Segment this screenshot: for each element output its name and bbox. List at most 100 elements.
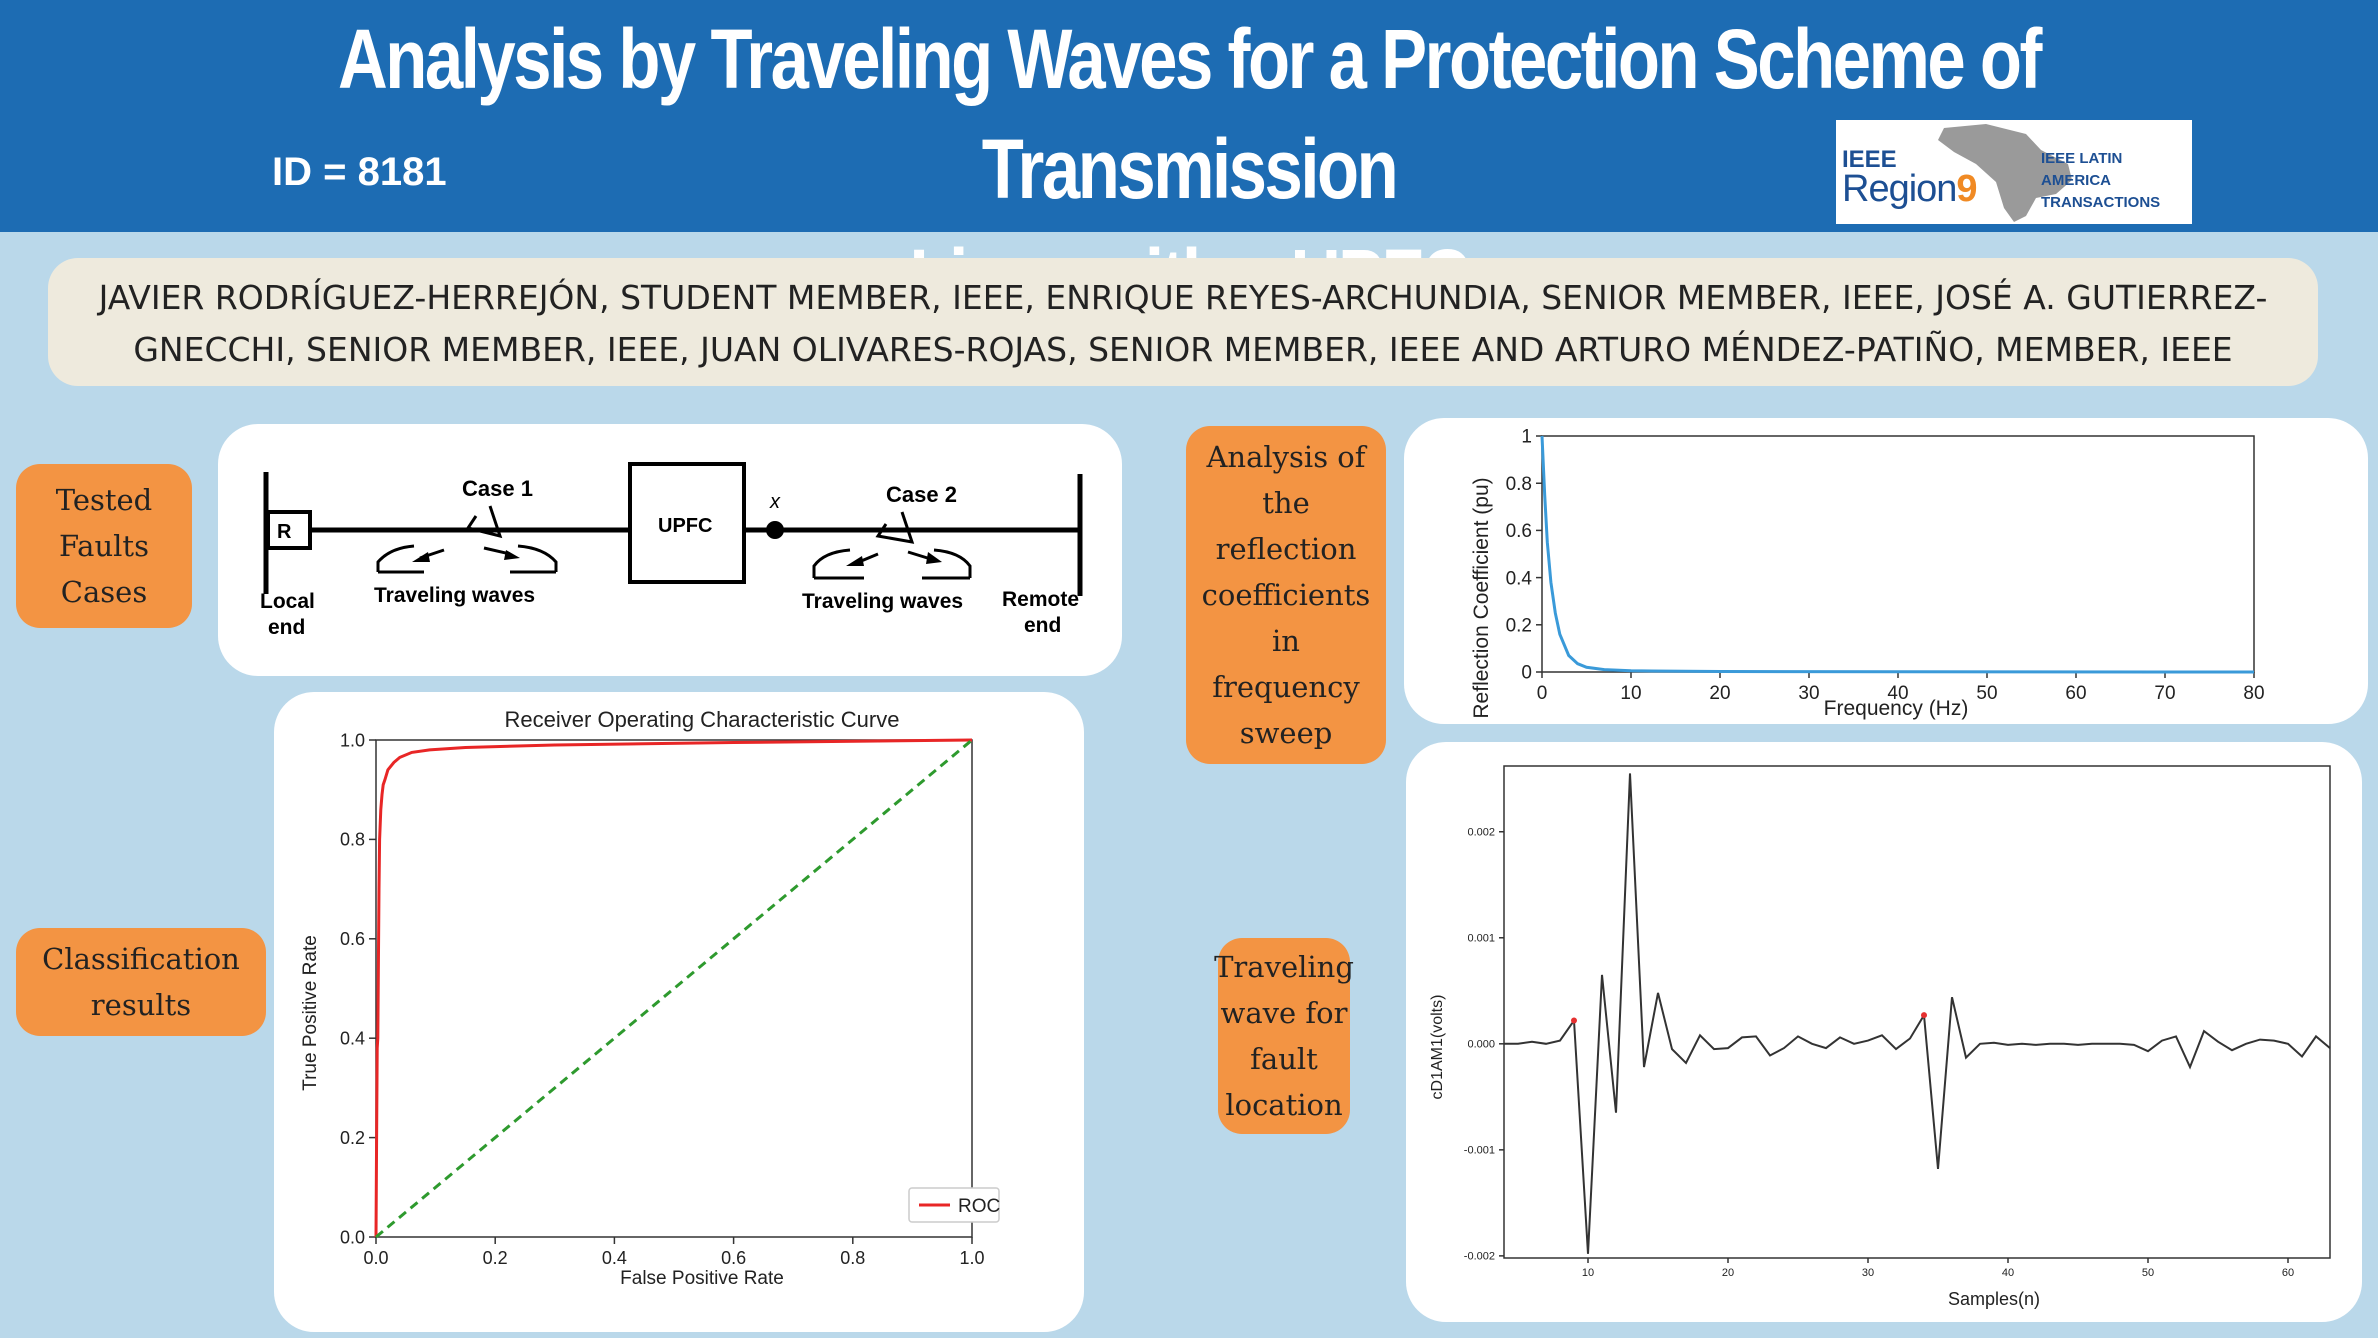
traveling-x-axis-label: Samples(n) — [1948, 1289, 2040, 1309]
roc-x-axis-label: False Positive Rate — [620, 1268, 784, 1289]
roc-frame — [375, 739, 973, 1238]
case2-label: Case 2 — [886, 482, 957, 507]
roc-chart-card: Receiver Operating Characteristic Curve … — [274, 692, 1084, 1332]
paper-id: ID = 8181 — [272, 150, 447, 194]
roc-x-tick-label: 0.0 — [363, 1248, 388, 1268]
reflection-chart: Frequency (Hz) Reflection Coefficient (p… — [1470, 427, 2265, 720]
ieee-region9-logo: IEEE Region9 IEEE LATIN AMERICA TRANSACT… — [1836, 120, 2192, 224]
reflection-y-tick-label: 0.4 — [1506, 568, 1533, 589]
roc-chart: Receiver Operating Characteristic Curve … — [300, 707, 1000, 1289]
reflection-y-tick-label: 0.8 — [1506, 474, 1532, 495]
arrow-right-icon-2 — [926, 552, 942, 564]
reflection-x-tick-label: 30 — [1798, 683, 1819, 704]
traveling-frame — [1503, 765, 2331, 1259]
logo-journal-line-2: TRANSACTIONS — [2041, 194, 2161, 211]
reflection-y-tick-label: 0.6 — [1506, 521, 1532, 542]
roc-y-tick-label: 0.8 — [340, 830, 365, 850]
reflection-y-tick-label: 1 — [1521, 427, 1532, 448]
reflection-x-tick-label: 10 — [1620, 683, 1641, 704]
remote-end-label-2: end — [1024, 614, 1061, 637]
traveling-peak-marker — [1921, 1012, 1927, 1019]
local-end-label-2: end — [268, 616, 305, 639]
case1-label: Case 1 — [462, 476, 533, 501]
tag-tested-faults: Tested Faults Cases — [16, 464, 192, 628]
fault-point-x — [766, 521, 784, 539]
relay-label: R — [277, 521, 292, 543]
tag-classification-results: Classification results — [16, 928, 266, 1036]
traveling-x-tick-label: 10 — [1582, 1267, 1594, 1279]
tw-label-1: Traveling waves — [374, 584, 535, 607]
traveling-y-tick-label: 0.000 — [1467, 1039, 1495, 1051]
roc-x-tick-label: 1.0 — [959, 1248, 984, 1268]
roc-series-ROC — [374, 738, 973, 1238]
reflection-x-tick-label: 40 — [1887, 683, 1908, 704]
reflection-plot-area: 0 10 20 30 40 50 60 70 80 0 0.2 0.4 0.6 0.8 1 — [1506, 427, 2265, 704]
reflection-x-tick-label: 0 — [1537, 683, 1548, 704]
logo-ieee-text: IEEE — [1842, 146, 1897, 173]
logo-journal-name: IEEE LATIN AMERICA TRANSACTIONS — [2041, 148, 2192, 214]
traveling-x-tick-label: 30 — [1862, 1267, 1874, 1279]
roc-legend: ROC — [908, 1187, 1000, 1223]
roc-x-tick-label: 0.6 — [721, 1248, 746, 1268]
traveling-x-tick-label: 40 — [2002, 1267, 2014, 1279]
roc-y-tick-label: 0.2 — [340, 1128, 365, 1148]
upfc-box — [628, 462, 746, 584]
roc-y-tick-label: 1.0 — [340, 730, 365, 750]
reflection-x-tick-label: 50 — [1976, 683, 1997, 704]
roc-title: Receiver Operating Characteristic Curve — [505, 707, 900, 732]
fault-cases-diagram-card: R Case 1 Case 2 UPFC x Traveling waves T… — [218, 424, 1122, 676]
traveling-peak-marker — [1571, 1017, 1577, 1024]
traveling-series-0 — [1504, 773, 2331, 1254]
reflection-frame — [1541, 435, 2255, 673]
traveling-plot-area: 10 20 30 40 50 60 0.002 0.001 0.000 -0.001 -0.002 — [1464, 765, 2331, 1279]
traveling-y-axis-label: cD1AM1(volts) — [1429, 995, 1446, 1100]
logo-region-number: 9 — [1956, 168, 1977, 210]
case2-fault-symbol — [812, 511, 972, 580]
remote-end-label-1: Remote — [1002, 588, 1079, 611]
traveling-x-tick-label: 20 — [1722, 1267, 1734, 1279]
x-label: x — [769, 491, 781, 513]
roc-series-chance — [375, 738, 973, 1239]
traveling-y-tick-label: 0.002 — [1467, 827, 1495, 839]
logo-journal-line-1: IEEE LATIN AMERICA — [2041, 150, 2123, 189]
tag-reflection-analysis: Analysis of the reflection coefficients … — [1186, 426, 1386, 764]
roc-y-tick-label: 0.0 — [340, 1227, 365, 1247]
reflection-series-0 — [1540, 435, 2255, 674]
authors-box: JAVIER RODRÍGUEZ-HERREJÓN, STUDENT MEMBE… — [48, 258, 2318, 386]
roc-x-tick-label: 0.4 — [602, 1248, 627, 1268]
reflection-y-tick-label: 0 — [1521, 663, 1532, 684]
traveling-x-tick-label: 50 — [2142, 1267, 2154, 1279]
reflection-y-tick-label: 0.2 — [1506, 615, 1532, 636]
arrow-left-icon — [412, 552, 430, 562]
roc-plot-area: 0.0 0.2 0.4 0.6 0.8 1.0 0.0 0.2 0.4 0.6 0.8 1.0 — [340, 730, 985, 1268]
roc-x-tick-label: 0.2 — [483, 1248, 508, 1268]
arrow-right-icon — [504, 550, 520, 560]
roc-y-tick-label: 0.4 — [340, 1029, 365, 1049]
reflection-x-tick-label: 20 — [1709, 683, 1730, 704]
traveling-x-tick-label: 60 — [2282, 1267, 2294, 1279]
latin-america-map-icon — [1938, 124, 2072, 222]
traveling-y-tick-label: 0.001 — [1467, 933, 1495, 945]
arrow-left-icon-2 — [846, 556, 864, 566]
traveling-wave-chart-card: Samples(n) cD1AM1(volts) 10 20 30 40 50 60 0.0… — [1406, 742, 2362, 1322]
tw-label-2: Traveling waves — [802, 590, 963, 613]
reflection-x-tick-label: 80 — [2243, 683, 2264, 704]
fault-cases-diagram: R Case 1 Case 2 UPFC x Traveling waves T… — [260, 462, 1083, 639]
reflection-chart-card: Frequency (Hz) Reflection Coefficient (p… — [1404, 418, 2368, 724]
upfc-label: UPFC — [658, 515, 712, 537]
tag-traveling-wave: Traveling wave for fault location — [1214, 938, 1354, 1134]
local-end-label-1: Local — [260, 590, 315, 613]
title-line-1: Analysis by Traveling Waves for a Protec… — [337, 12, 2042, 216]
reflection-x-tick-label: 60 — [2065, 683, 2086, 704]
traveling-y-tick-label: -0.001 — [1464, 1145, 1495, 1157]
roc-y-axis-label: True Positive Rate — [300, 935, 321, 1091]
roc-legend-label: ROC — [958, 1196, 1000, 1217]
traveling-wave-chart: Samples(n) cD1AM1(volts) 10 20 30 40 50 60 0.0… — [1429, 765, 2331, 1309]
traveling-y-tick-label: -0.002 — [1464, 1251, 1495, 1263]
case1-fault-symbol — [376, 505, 558, 574]
poster-title: Analysis by Traveling Waves for a Protec… — [214, 4, 2164, 334]
reflection-x-tick-label: 70 — [2154, 683, 2175, 704]
roc-y-tick-label: 0.6 — [340, 929, 365, 949]
reflection-y-axis-label: Reflection Coefficient (pu) — [1470, 477, 1493, 718]
logo-region-word: Region — [1842, 168, 1957, 210]
